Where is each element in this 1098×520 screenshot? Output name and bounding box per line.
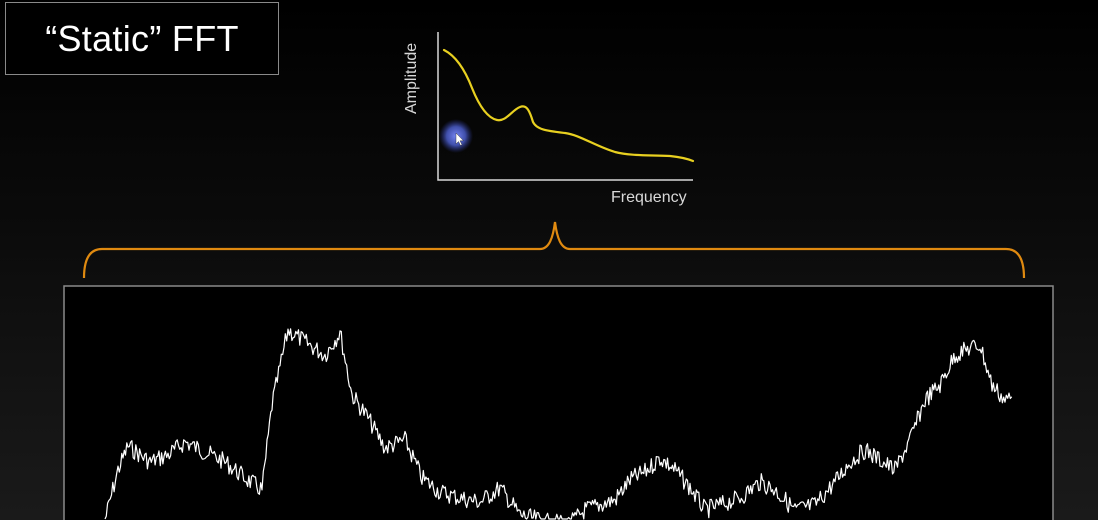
- y-axis-label: Amplitude: [403, 43, 420, 114]
- x-axis-label: Frequency: [611, 189, 687, 206]
- cursor-icon: [455, 132, 464, 146]
- signal-trace: [104, 328, 1013, 520]
- spectrum-plot: Amplitude Frequency: [403, 32, 695, 206]
- slide-title: “Static” FFT: [45, 17, 239, 59]
- orange-bracket: [82, 221, 1026, 279]
- title-box: “Static” FFT: [5, 2, 279, 75]
- cursor-highlight: [439, 119, 473, 153]
- spectrum-axes: [437, 32, 693, 181]
- spectrum-curve: [442, 48, 695, 163]
- signal-panel: [63, 285, 1054, 520]
